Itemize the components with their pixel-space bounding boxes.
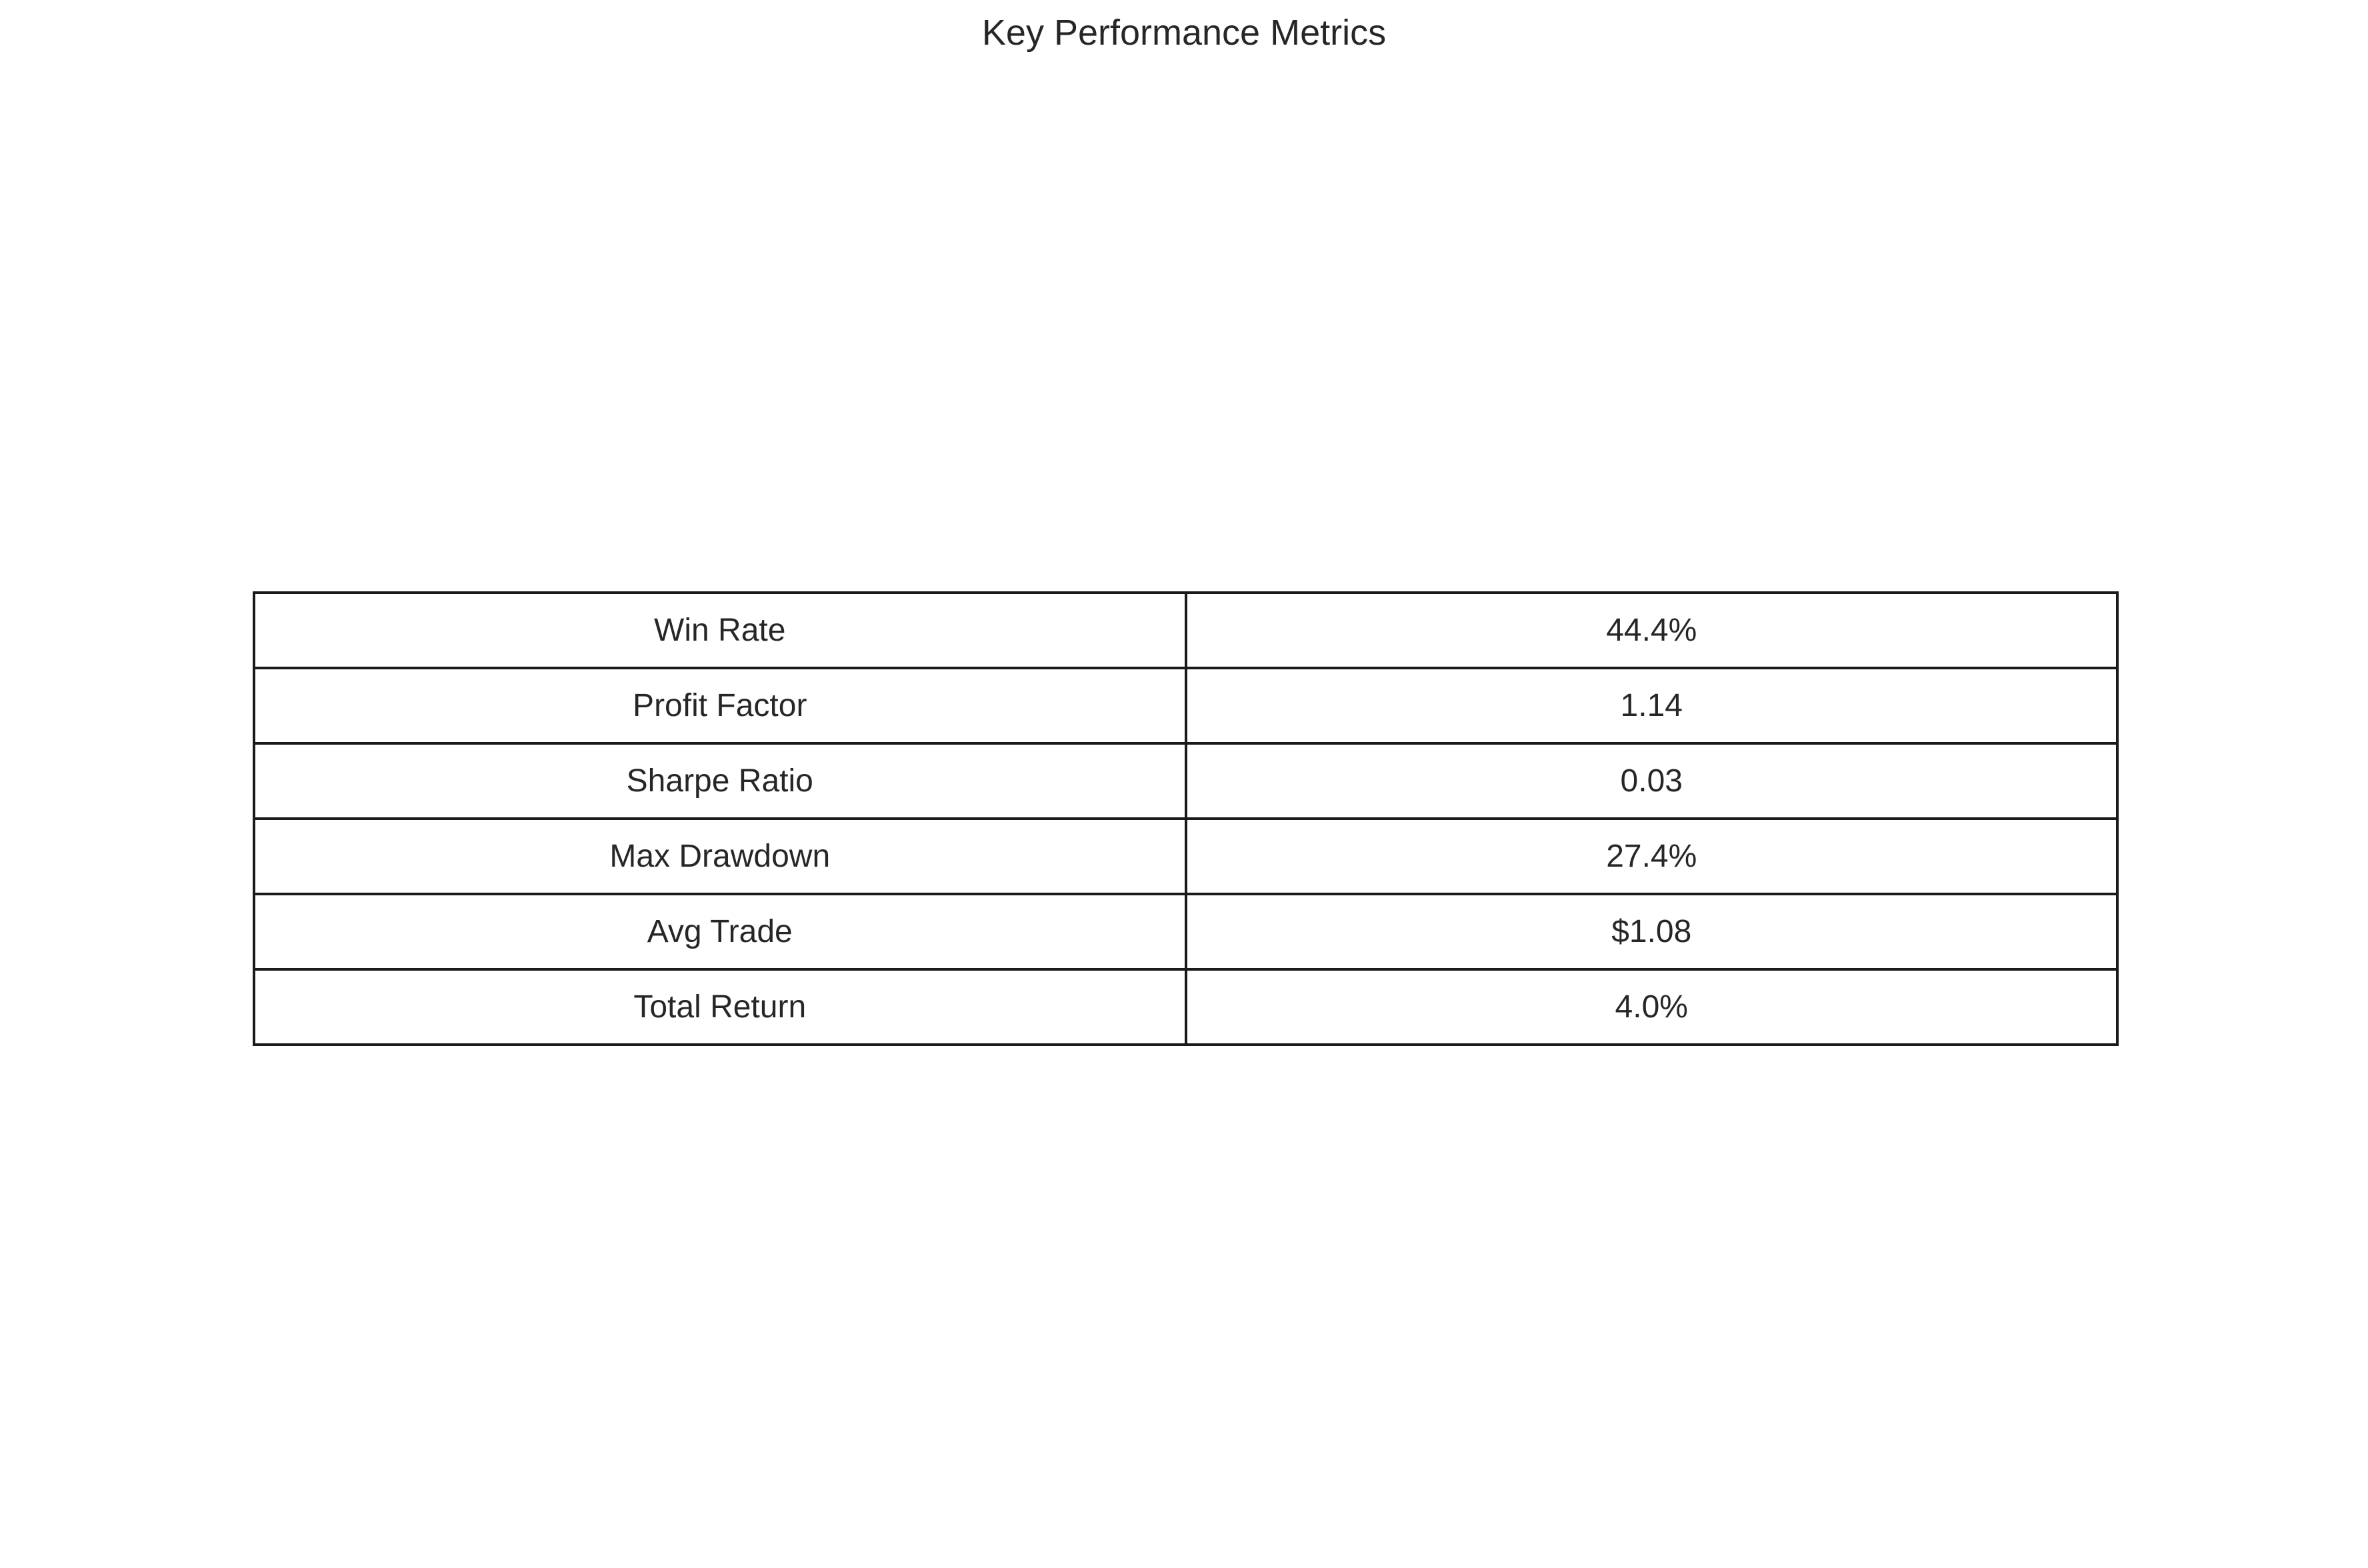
- table-row: Total Return 4.0%: [253, 968, 2119, 1046]
- table-row: Avg Trade $1.08: [253, 893, 2119, 971]
- metric-value: 4.0%: [1184, 968, 2119, 1046]
- table-row: Sharpe Ratio 0.03: [253, 742, 2119, 820]
- metric-value: 27.4%: [1184, 817, 2119, 895]
- metric-value: $1.08: [1184, 893, 2119, 971]
- metric-label: Sharpe Ratio: [253, 742, 1187, 820]
- metric-label: Profit Factor: [253, 667, 1187, 745]
- table-row: Win Rate 44.4%: [253, 591, 2119, 669]
- metric-value: 0.03: [1184, 742, 2119, 820]
- metrics-table: Win Rate 44.4% Profit Factor 1.14 Sharpe…: [253, 591, 2119, 1046]
- metric-label: Win Rate: [253, 591, 1187, 669]
- table-row: Profit Factor 1.14: [253, 667, 2119, 745]
- metric-value: 44.4%: [1184, 591, 2119, 669]
- metric-label: Total Return: [253, 968, 1187, 1046]
- metric-label: Max Drawdown: [253, 817, 1187, 895]
- metric-value: 1.14: [1184, 667, 2119, 745]
- chart-title: Key Performance Metrics: [981, 13, 1387, 53]
- table-row: Max Drawdown 27.4%: [253, 817, 2119, 895]
- metric-label: Avg Trade: [253, 893, 1187, 971]
